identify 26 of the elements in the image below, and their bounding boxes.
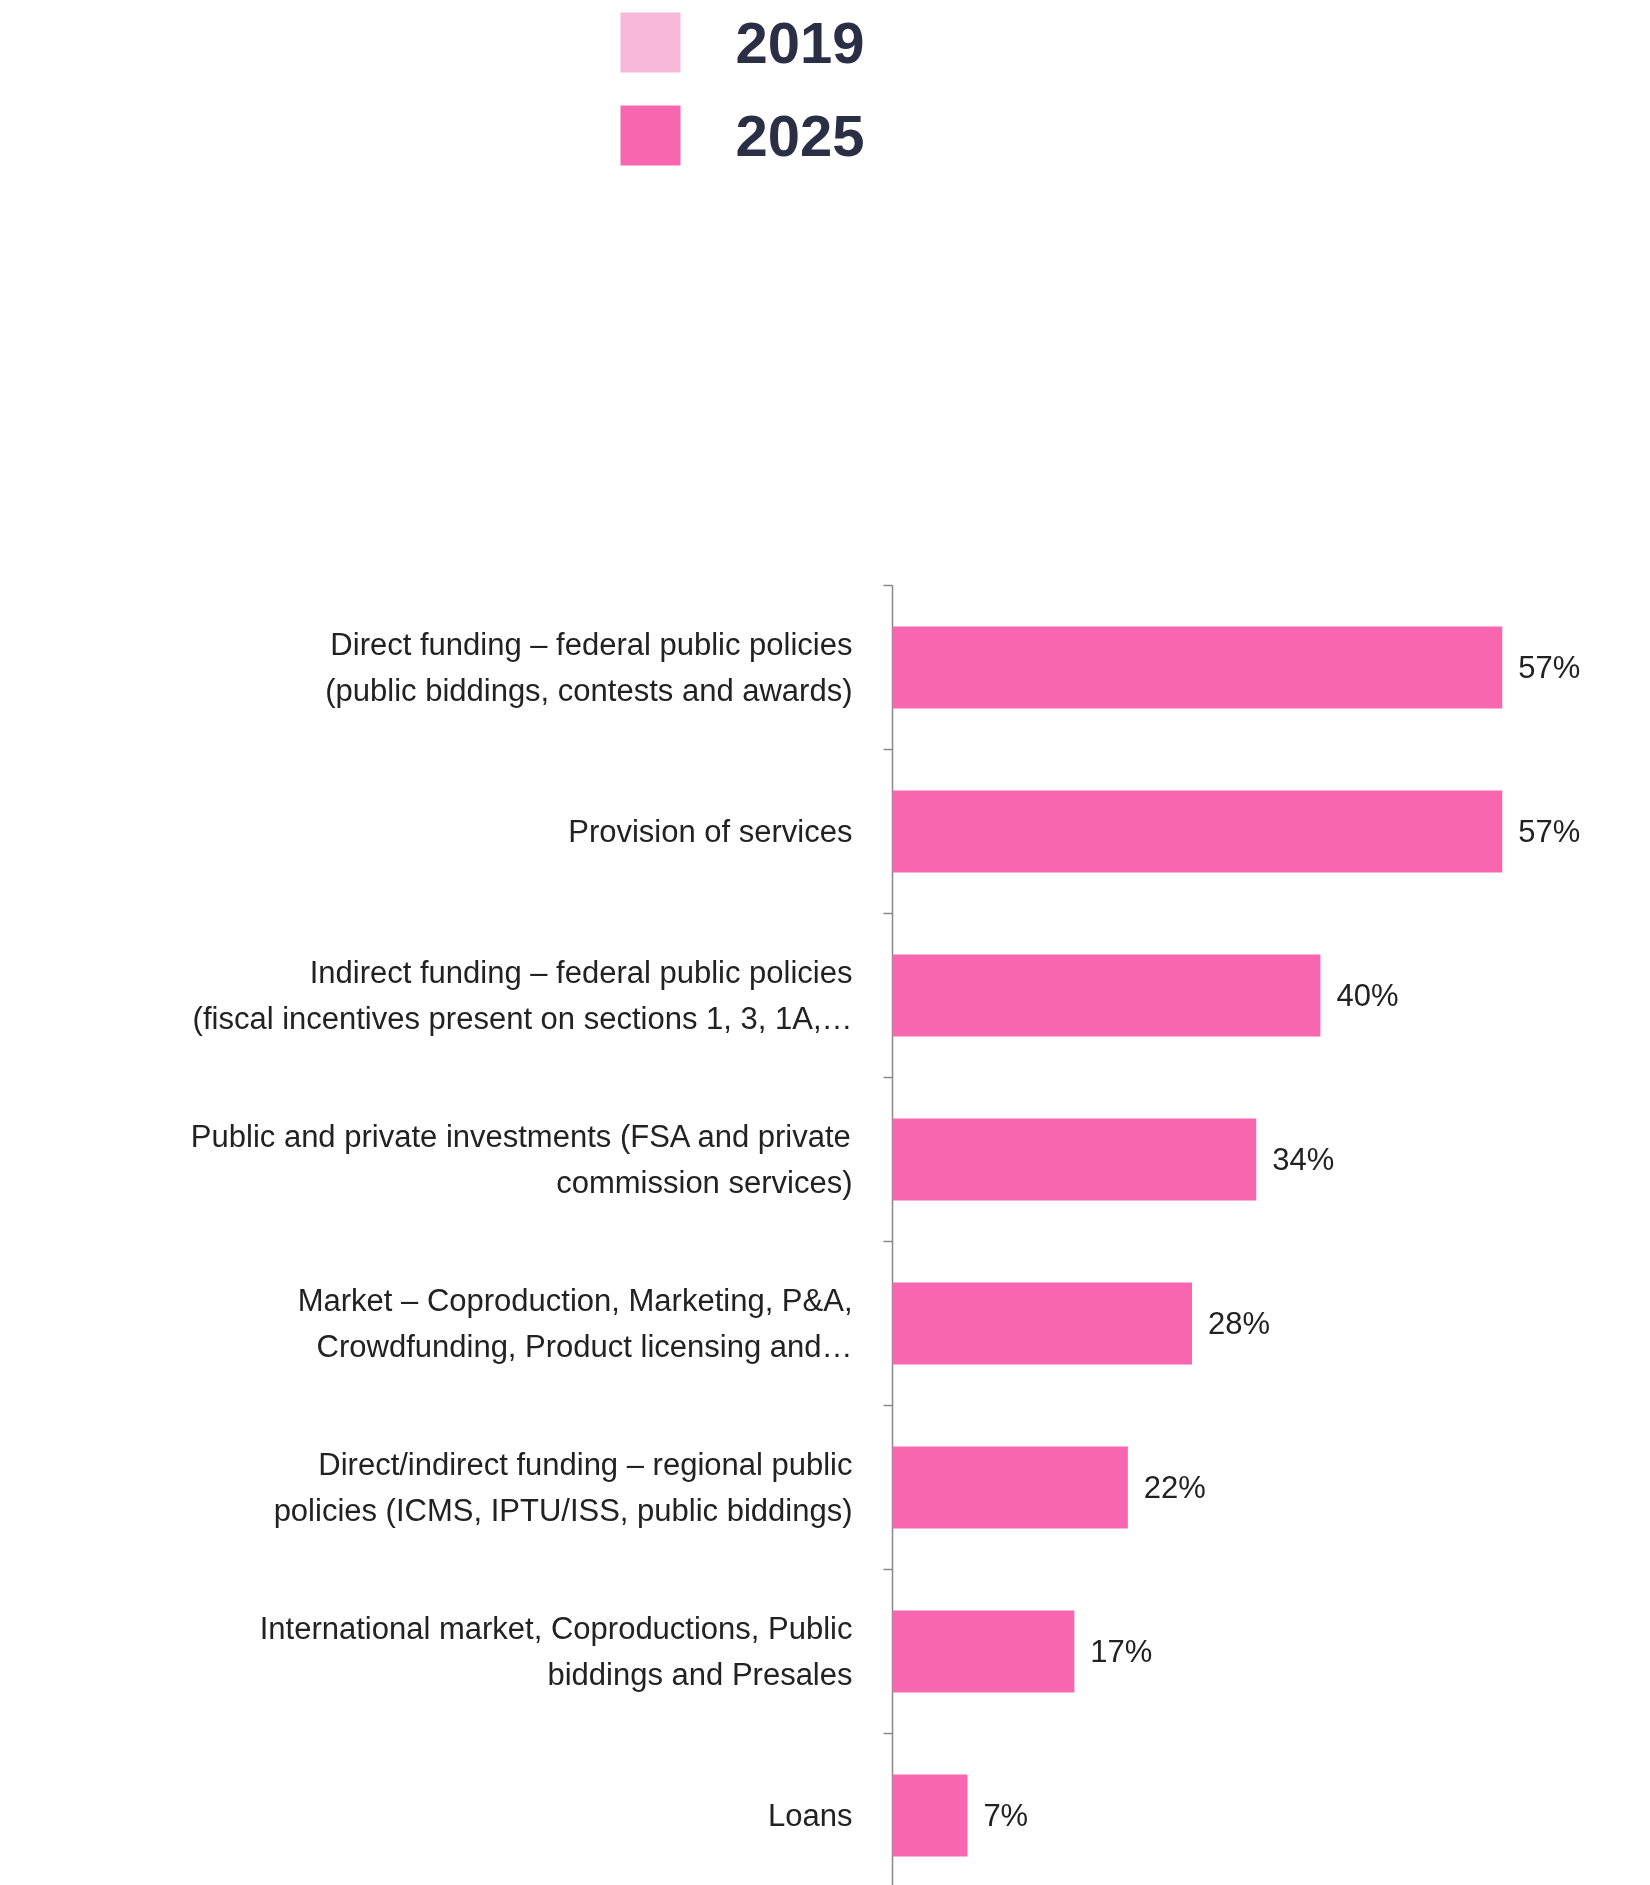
legend-label: 2019	[735, 9, 865, 75]
bar	[892, 790, 1503, 873]
y-tick-label: Market – Coproduction, Marketing, P&A, Crowdfunding, Product licensing and…	[297, 1283, 853, 1364]
bar	[892, 1118, 1257, 1201]
data-label: 34%	[1272, 1142, 1335, 1177]
y-tick-label: Provision of services	[568, 814, 853, 849]
y-tick-label: International market, Coproductions, Public biddings and Presales	[259, 1611, 853, 1692]
data-label: 17%	[1090, 1634, 1153, 1669]
y-tick-label: Direct funding – federal public policies (public biddings, contests and awards)	[325, 627, 853, 708]
bar	[892, 1446, 1128, 1529]
data-label: 57%	[1518, 650, 1581, 685]
y-tick-label: Loans	[768, 1798, 853, 1833]
bar	[892, 1774, 968, 1857]
bar	[892, 626, 1503, 709]
y-tick-label: Direct/indirect funding – regional public policies (ICMS, IPTU/ISS, public biddings)	[273, 1447, 853, 1528]
legend-label: 2025	[735, 102, 865, 168]
bar	[892, 1610, 1075, 1693]
data-label: 40%	[1336, 978, 1399, 1013]
data-label: 57%	[1518, 814, 1581, 849]
data-label: 28%	[1208, 1306, 1271, 1341]
data-label: 7%	[983, 1798, 1029, 1833]
y-tick-label: Indirect funding – federal public policies (fiscal incentives present on sections 1, 3, 1A,…	[192, 955, 853, 1036]
data-label: 22%	[1143, 1470, 1206, 1505]
bar	[892, 954, 1321, 1037]
bar	[892, 1282, 1193, 1365]
y-tick-label: Public and private investments (FSA and private commission services)	[190, 1119, 853, 1200]
